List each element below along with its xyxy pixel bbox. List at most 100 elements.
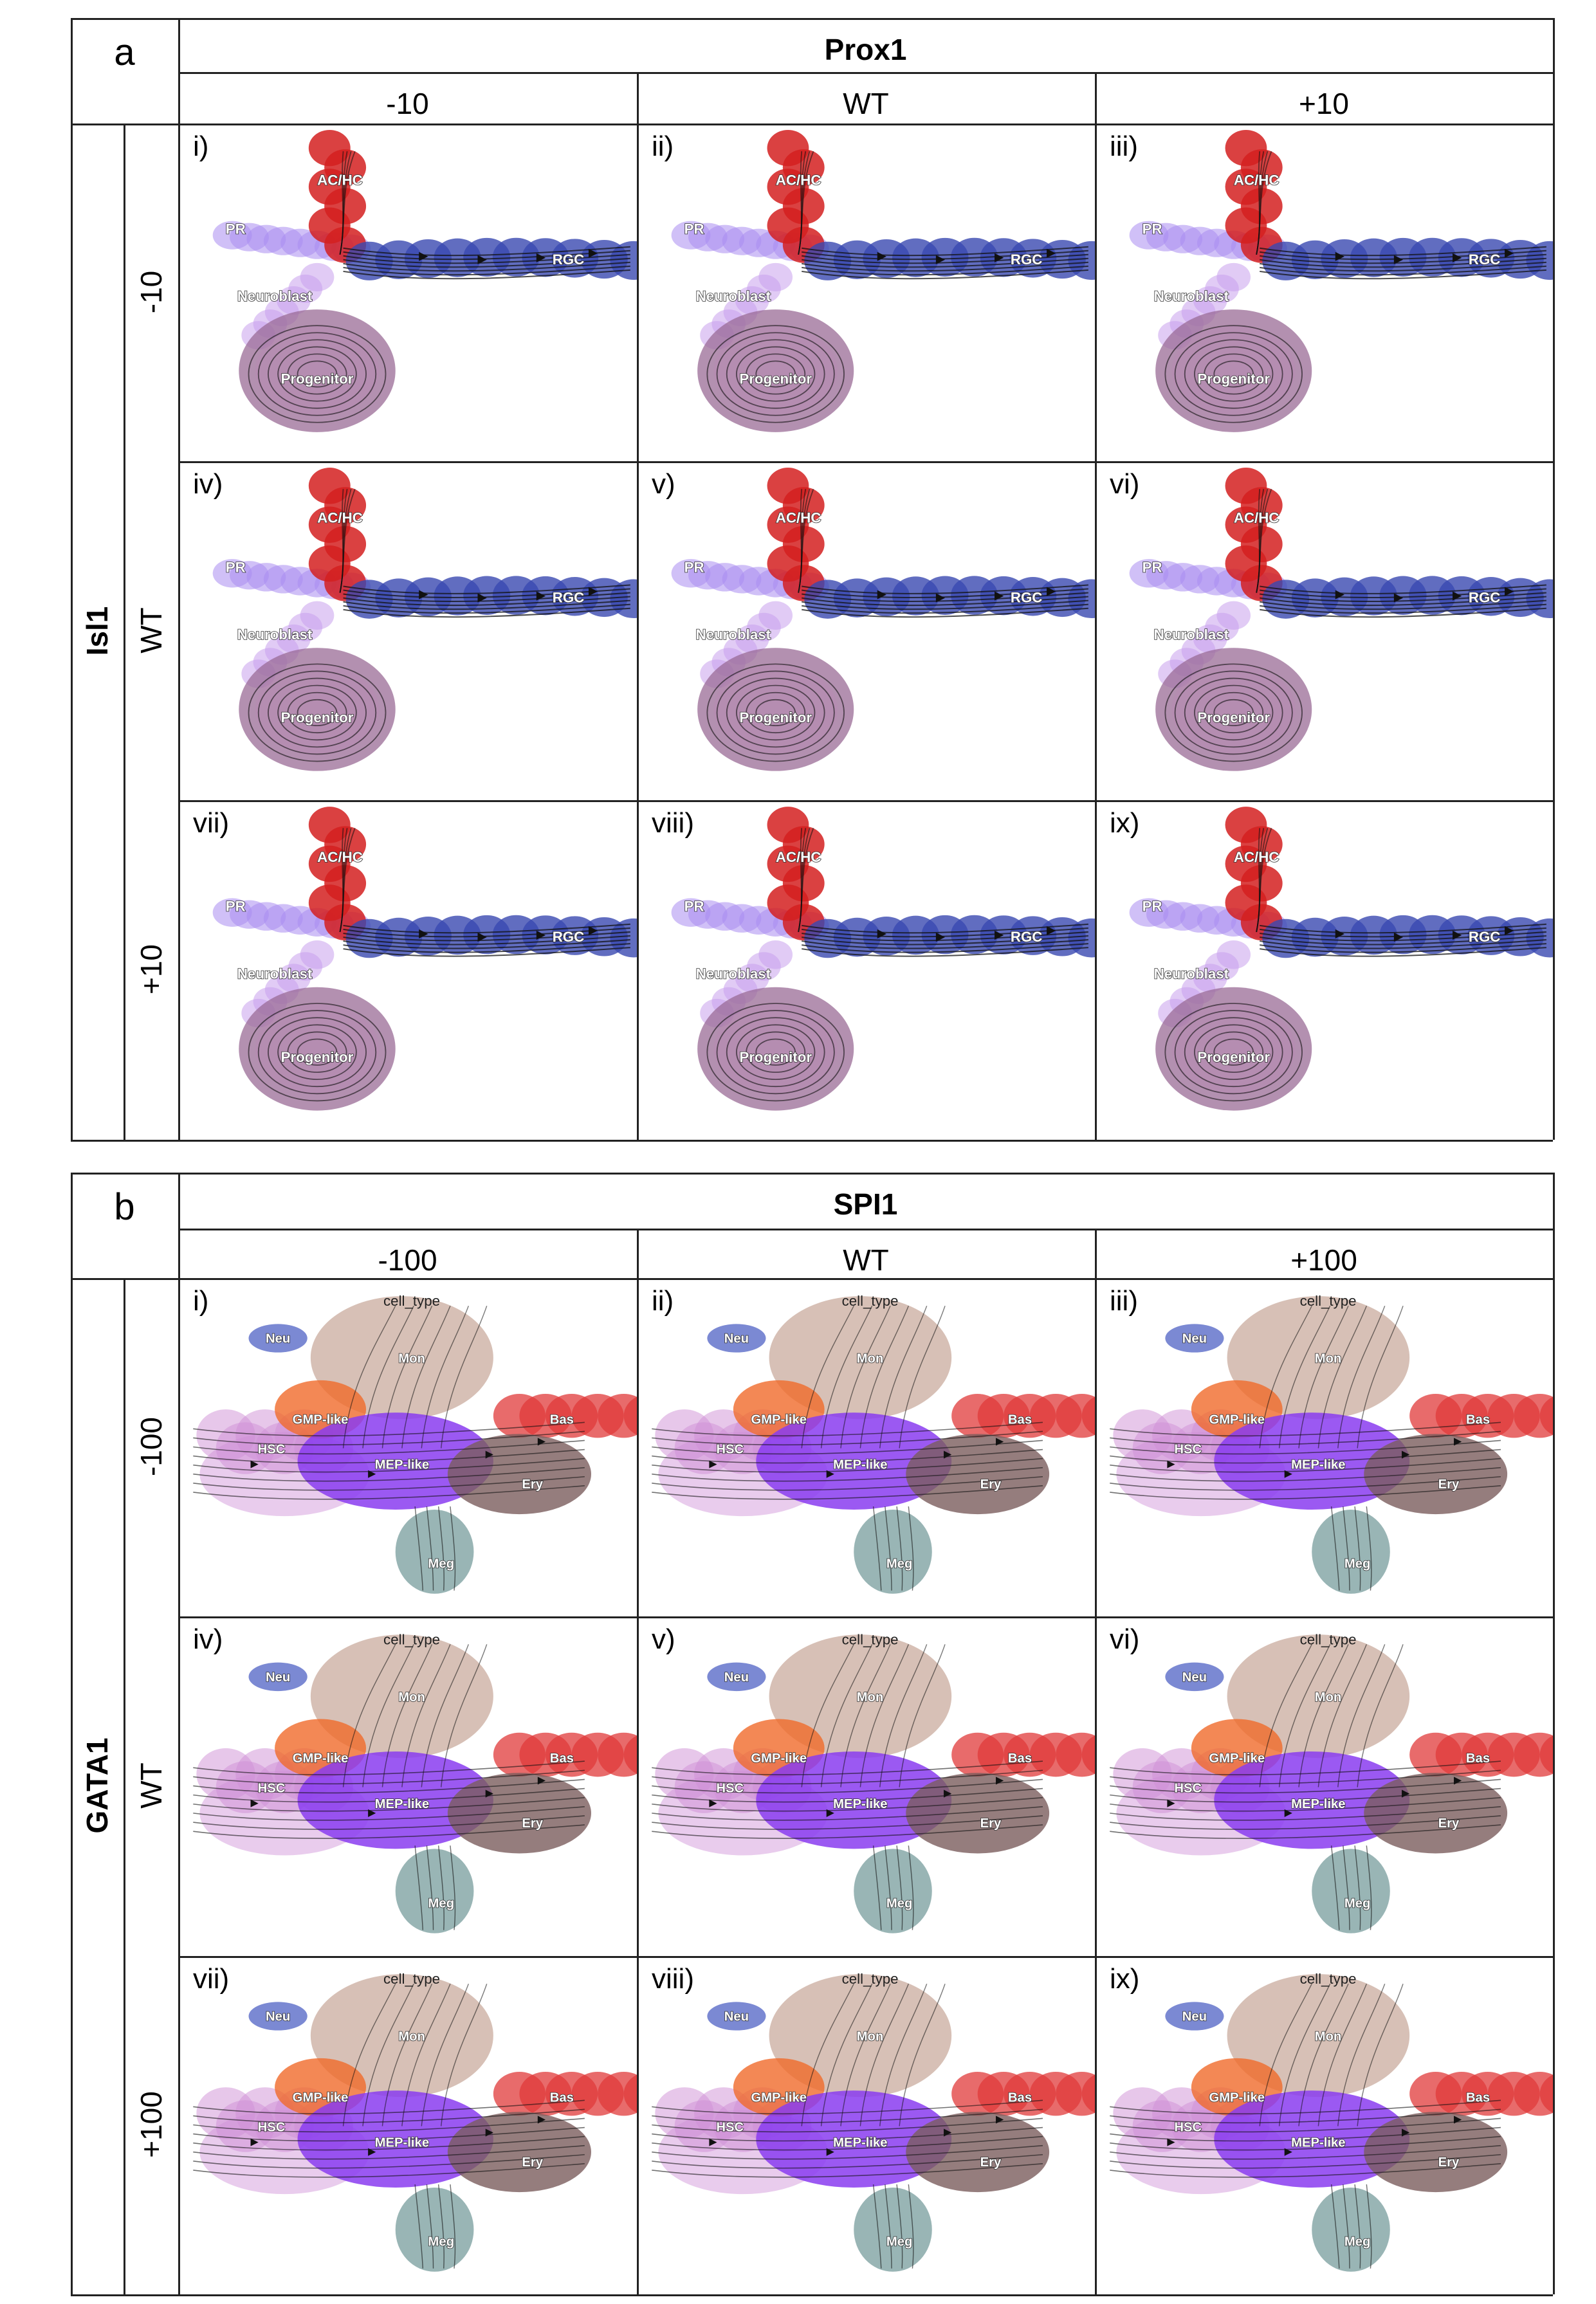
row-level-label: WT (134, 1762, 168, 1809)
velocity-streamline (1260, 596, 1546, 607)
velocity-arrowhead (536, 591, 546, 601)
velocity-arrowhead (1505, 587, 1514, 596)
velocity-arrowhead (996, 1777, 1004, 1785)
cluster-label-gmp: GMP-like (293, 2090, 349, 2105)
grid-line (1553, 18, 1555, 1140)
bas-cluster-blob (1539, 1396, 1553, 1435)
velocity-streamline (802, 257, 1088, 268)
velocity-streamline (706, 1003, 845, 1102)
meg-cluster-blob (1312, 1510, 1390, 1594)
cluster-label-progenitor: Progenitor (1197, 371, 1270, 387)
cluster-label-gmp: GMP-like (751, 1751, 807, 1766)
velocity-streamline (343, 269, 630, 280)
velocity-streamline (736, 1024, 816, 1081)
grid-line (178, 461, 1553, 463)
subplot-label: viii) (652, 807, 694, 839)
cluster-label-neu: Neu (1182, 1332, 1207, 1346)
velocity-arrowhead (1454, 1777, 1462, 1785)
velocity-streamline (297, 699, 338, 727)
progenitor-cluster-core (1171, 664, 1296, 755)
velocity-arrowhead (1167, 1460, 1175, 1468)
cluster-label-mep: MEP-like (375, 2136, 430, 2150)
velocity-streamline (414, 1506, 424, 1591)
progenitor-cluster-core (1171, 325, 1296, 416)
velocity-arrowhead (368, 2148, 376, 2156)
cluster-label-hsc: HSC (258, 1443, 286, 1457)
subplot-6: AC/HC PR RGC Neuroblast Progenitor (1129, 468, 1553, 771)
velocity-arrowhead (1335, 251, 1344, 261)
velocity-streamline (1260, 250, 1546, 261)
bas-cluster-blob (1539, 1735, 1553, 1774)
cluster-label-achc: AC/HC (317, 510, 363, 526)
velocity-streamline (342, 1305, 396, 1449)
velocity-streamline (801, 1983, 854, 2126)
velocity-arrowhead (935, 932, 946, 942)
velocity-streamline (1213, 1038, 1254, 1066)
cluster-label-meg: Meg (1344, 1896, 1371, 1910)
velocity-streamline (193, 1422, 585, 1437)
velocity-streamline (1330, 1845, 1340, 1930)
cluster-label-pr: PR (226, 221, 246, 237)
velocity-streamline (746, 691, 806, 734)
meg-cluster-blob (854, 1849, 932, 1934)
subplot-label: ix) (1110, 1963, 1140, 1995)
subplot-9: AC/HC PR RGC Neuroblast Progenitor (1129, 807, 1553, 1111)
cluster-label-ery: Ery (980, 2155, 1002, 2170)
velocity-streamline (1337, 1983, 1386, 2126)
velocity-streamline (652, 2144, 1043, 2160)
velocity-streamline (1204, 691, 1264, 734)
neu-cluster-blob (1165, 2002, 1224, 2031)
velocity-streamline (193, 1440, 585, 1455)
cluster-label-bas: Bas (1008, 2090, 1032, 2105)
velocity-streamline (1317, 1305, 1367, 1449)
neu-cluster-blob (707, 1324, 766, 1353)
velocity-streamline (1110, 1449, 1501, 1464)
cluster-label-mep: MEP-like (833, 1797, 887, 1811)
cluster-label-ery: Ery (980, 1816, 1002, 1831)
grid-line (178, 18, 180, 1140)
velocity-arrowhead (1167, 2138, 1175, 2146)
progenitor-cluster-blob (1155, 309, 1312, 432)
cluster-label-meg: Meg (1344, 2235, 1371, 2249)
velocity-streamline (802, 250, 1088, 261)
cluster-label-neuroblast: Neuroblast (1154, 626, 1229, 643)
panel-letter: a (114, 32, 135, 73)
progenitor-cluster-core (713, 1003, 838, 1095)
progenitor-cluster-core (1171, 1003, 1296, 1095)
cluster-label-mon: Mon (857, 1690, 884, 1705)
velocity-streamline (437, 1506, 445, 1591)
cluster-label-ery: Ery (1438, 1816, 1460, 1831)
velocity-streamline (343, 246, 630, 257)
velocity-streamline (193, 2163, 585, 2178)
velocity-arrowhead (368, 1809, 376, 1817)
velocity-streamline (1110, 2117, 1501, 2133)
velocity-streamline (1194, 1024, 1274, 1081)
grid-line (71, 1140, 1553, 1142)
bas-cluster-blob (1081, 2074, 1095, 2113)
cluster-label-pr: PR (1142, 899, 1162, 915)
subplot-2: AC/HC PR RGC Neuroblast Progenitor (671, 130, 1095, 432)
velocity-streamline (896, 1845, 903, 1930)
velocity-streamline (896, 2184, 903, 2269)
velocity-arrowhead (709, 1799, 717, 1807)
column-level-label: WT (843, 87, 889, 120)
subplot-label: ii) (652, 1285, 674, 1317)
cluster-label-mep: MEP-like (1291, 1797, 1345, 1811)
velocity-streamline (652, 1422, 1043, 1437)
subplot-5: AC/HC PR RGC Neuroblast Progenitor (671, 468, 1095, 771)
grid-line (1095, 72, 1097, 1140)
grid-line (178, 72, 1553, 74)
velocity-streamline (343, 250, 630, 261)
velocity-streamline (896, 1506, 903, 1591)
velocity-streamline (193, 1806, 585, 1821)
velocity-streamline (1260, 939, 1546, 949)
velocity-streamline (755, 360, 796, 388)
cluster-label-neu: Neu (266, 2010, 290, 2024)
velocity-streamline (450, 1845, 456, 1930)
velocity-streamline (1354, 1845, 1361, 1930)
cluster-label-bas: Bas (550, 2090, 574, 2105)
velocity-arrowhead (1047, 926, 1056, 935)
cluster-label-meg: Meg (428, 1896, 454, 1910)
progenitor-cluster-blob (239, 309, 396, 432)
velocity-streamline (1110, 1824, 1501, 1839)
